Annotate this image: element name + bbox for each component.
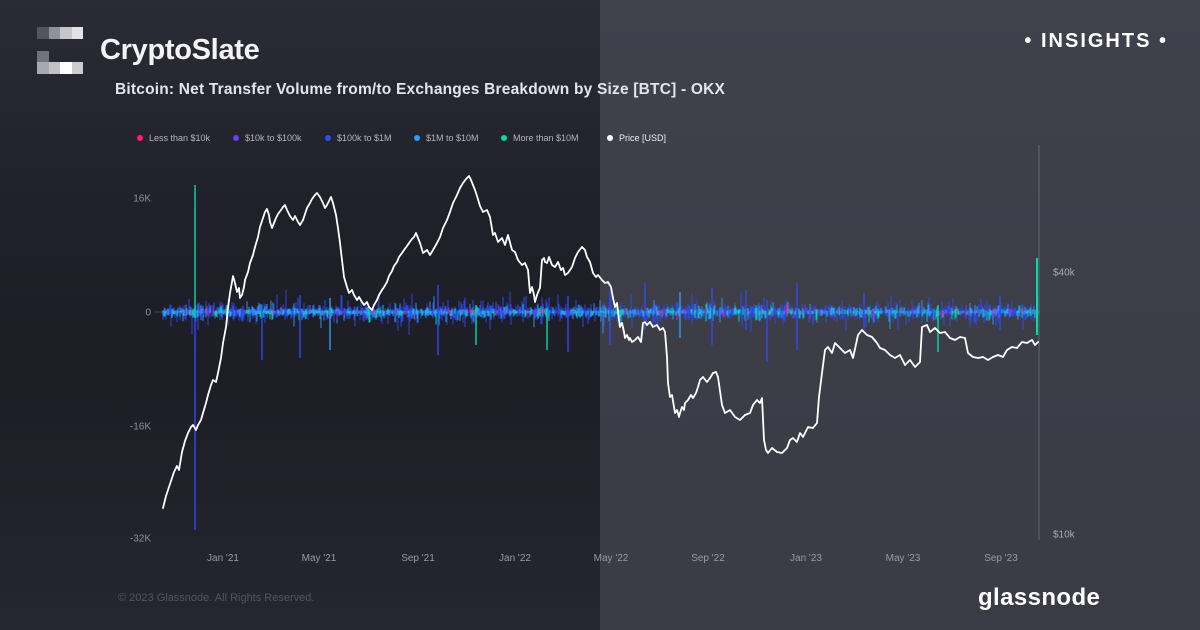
- legend-item-5: Price [USD]: [607, 133, 666, 143]
- x-axis-tick: Sep '22: [691, 553, 725, 564]
- legend-dot-icon: [414, 135, 420, 141]
- legend-item-1: $10k to $100k: [233, 133, 302, 143]
- logo-pixel: [37, 62, 49, 74]
- logo-pixel: [60, 62, 72, 74]
- y-axis-right-tick: $10k: [1053, 529, 1075, 541]
- legend-item-3: $1M to $10M: [414, 133, 479, 143]
- legend-label: $10k to $100k: [245, 133, 302, 143]
- legend-label: Less than $10k: [149, 133, 211, 143]
- chart-title: Bitcoin: Net Transfer Volume from/to Exc…: [115, 81, 726, 98]
- logo-pixel: [60, 51, 72, 63]
- x-axis-tick: May '21: [301, 553, 337, 564]
- logo-pixel: [49, 39, 61, 51]
- insights-badge: • INSIGHTS •: [1024, 30, 1168, 52]
- logo-pixel: [72, 39, 84, 51]
- legend-label: Price [USD]: [619, 133, 667, 143]
- logo-pixel: [71, 27, 83, 39]
- glassnode-wordmark: glassnode: [978, 584, 1101, 611]
- legend-dot-icon: [501, 135, 507, 141]
- legend-label: $100k to $1M: [337, 133, 392, 143]
- y-axis-left-tick: 16K: [133, 193, 151, 205]
- x-axis-tick: May '22: [593, 553, 629, 564]
- logo-pixel: [72, 51, 84, 63]
- x-axis-tick: Jan '21: [207, 553, 239, 564]
- logo-pixel: [48, 62, 60, 74]
- legend-item-0: Less than $10k: [137, 133, 210, 143]
- brand-name: CryptoSlate: [100, 34, 260, 66]
- logo-pixel: [60, 39, 72, 51]
- legend-label: More than $10M: [513, 133, 579, 143]
- y-axis-left-tick: -16K: [129, 421, 151, 433]
- logo-pixel: [48, 27, 60, 39]
- logo-pixel: [49, 51, 61, 63]
- cryptoslate-logo-icon: [37, 27, 83, 74]
- legend-dot-icon: [607, 135, 613, 141]
- x-axis-tick: Sep '23: [984, 553, 1018, 564]
- y-axis-left-tick: 0: [145, 307, 151, 319]
- y-axis-left-tick: -32K: [129, 533, 151, 545]
- logo-pixel: [37, 27, 49, 39]
- copyright-text: © 2023 Glassnode. All Rights Reserved.: [118, 592, 315, 604]
- legend-dot-icon: [233, 135, 239, 141]
- logo-pixel: [37, 50, 49, 63]
- logo-pixel: [71, 62, 83, 74]
- legend-item-4: More than $10M: [501, 133, 579, 143]
- x-axis-tick: Sep '21: [401, 553, 435, 564]
- x-axis-tick: May '23: [885, 553, 921, 564]
- logo-pixel: [60, 27, 72, 39]
- legend-dot-icon: [137, 135, 143, 141]
- logo-pixel: [37, 39, 49, 51]
- y-axis-right-tick: $40k: [1053, 267, 1075, 279]
- legend-label: $1M to $10M: [426, 133, 479, 143]
- legend-dot-icon: [325, 135, 331, 141]
- x-axis-tick: Jan '23: [790, 553, 822, 564]
- legend-item-2: $100k to $1M: [325, 133, 392, 143]
- cryptoslate-logo: CryptoSlate: [37, 27, 260, 74]
- x-axis-tick: Jan '22: [499, 553, 531, 564]
